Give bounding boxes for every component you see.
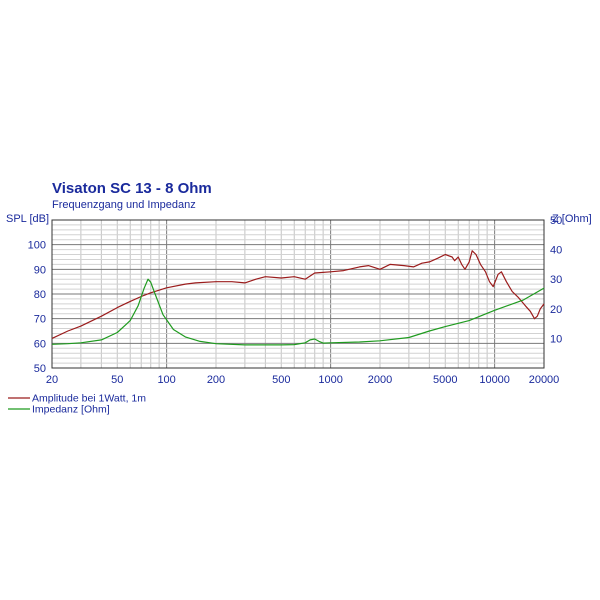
amplitude-series-line — [51, 250, 545, 339]
tick-labels: 20 50 100 200 500 1000 2000 5000 10000 2000050607… — [28, 215, 563, 386]
y-right-tick-label: 50 — [550, 215, 562, 227]
x-tick-label: 20 — [46, 374, 58, 386]
impedance-series-line — [51, 278, 545, 346]
x-tick-label: 100 — [157, 374, 175, 386]
chart-title: Visaton SC 13 - 8 Ohm — [52, 180, 212, 197]
x-tick-label: 2000 — [368, 374, 392, 386]
y-left-tick-label: 50 — [34, 363, 46, 375]
y-right-tick-label: 40 — [550, 245, 562, 257]
x-tick-label: 1000 — [318, 374, 342, 386]
x-tick-label: 10000 — [479, 374, 510, 386]
x-tick-label: 200 — [207, 374, 225, 386]
y-right-tick-label: 20 — [550, 304, 562, 316]
y-left-tick-label: 80 — [34, 289, 46, 301]
plot-area — [51, 219, 545, 369]
legend-label: Amplitude bei 1Watt, 1m — [32, 393, 146, 405]
y-left-tick-label: 100 — [28, 240, 46, 252]
y-right-tick-label: 10 — [550, 333, 562, 345]
series-lines — [51, 250, 545, 346]
y-left-tick-label: 90 — [34, 264, 46, 276]
x-tick-label: 20000 — [529, 374, 560, 386]
y-right-axis-label: Z [Ohm] — [552, 213, 592, 225]
x-tick-label: 50 — [111, 374, 123, 386]
y-left-tick-label: 70 — [34, 314, 46, 326]
legend-label: Impedanz [Ohm] — [32, 404, 110, 416]
chart-subtitle: Frequenzgang und Impedanz — [52, 199, 196, 211]
y-left-tick-label: 60 — [34, 338, 46, 350]
y-left-axis-label: SPL [dB] — [6, 213, 49, 225]
x-tick-label: 5000 — [433, 374, 457, 386]
y-right-tick-label: 30 — [550, 274, 562, 286]
grid — [51, 219, 545, 369]
x-tick-label: 500 — [272, 374, 290, 386]
